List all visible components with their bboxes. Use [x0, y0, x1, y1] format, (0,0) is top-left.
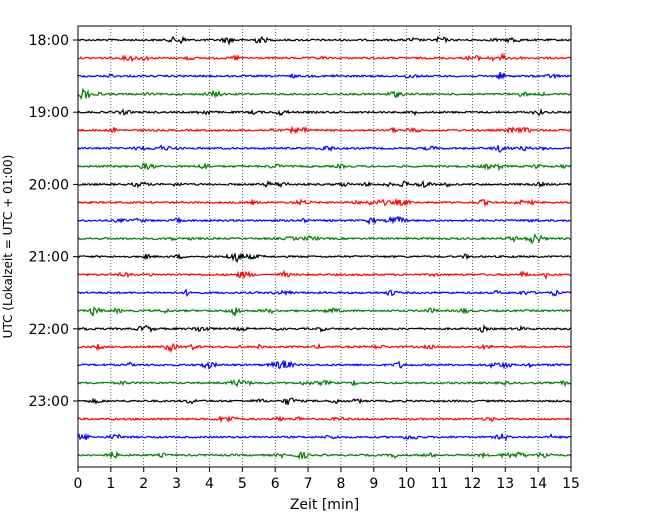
x-tick-label-3: 3: [172, 476, 181, 492]
trace-2200: [77, 323, 572, 333]
x-tick-label-5: 5: [238, 476, 247, 492]
y-tick-label-23:00: 23:00: [29, 394, 69, 410]
trace-2100: [77, 252, 572, 263]
trace-2300: [77, 397, 572, 405]
y-tick-label-18:00: 18:00: [29, 33, 69, 49]
y-axis-ticks: 18:00 19:00 20:00 21:00 22:00 23:00: [29, 33, 78, 410]
trace-1830: [77, 72, 572, 80]
trace-2000: [77, 179, 572, 189]
trace-1930: [77, 144, 572, 153]
x-tick-label-15: 15: [562, 476, 580, 492]
x-tick-label-12: 12: [463, 476, 481, 492]
x-tick-label-14: 14: [529, 476, 547, 492]
seismic-traces: [77, 35, 572, 461]
x-tick-label-4: 4: [205, 476, 214, 492]
trace-1815: [77, 52, 572, 63]
trace-1945: [77, 162, 572, 172]
x-tick-label-9: 9: [369, 476, 378, 492]
trace-2115: [77, 269, 572, 281]
trace-1845: [77, 87, 572, 101]
x-tick-label-6: 6: [271, 476, 280, 492]
trace-2030: [77, 215, 572, 226]
trace-2245: [77, 378, 572, 388]
trace-2230: [77, 359, 572, 370]
trace-2015: [77, 197, 572, 208]
trace-2345: [77, 450, 572, 461]
y-tick-label-22:00: 22:00: [29, 322, 69, 338]
x-tick-label-2: 2: [139, 476, 148, 492]
trace-1800: [77, 35, 572, 47]
plot-frame: [77, 25, 572, 468]
trace-2145: [77, 306, 572, 317]
trace-2315: [77, 414, 572, 424]
x-tick-label-13: 13: [496, 476, 514, 492]
x-tick-label-10: 10: [398, 476, 416, 492]
trace-2130: [77, 288, 572, 298]
x-axis-ticks: 0 1 2 3 4 5 6 7 8 9 10 11 12 13 14 15: [74, 467, 580, 492]
x-tick-label-11: 11: [431, 476, 449, 492]
trace-1915: [77, 125, 572, 135]
y-tick-label-19:00: 19:00: [29, 105, 69, 121]
y-axis-label: UTC (Lokalzeit = UTC + 01:00): [1, 155, 15, 339]
x-tick-label-0: 0: [74, 476, 83, 492]
trace-2330: [77, 432, 572, 442]
y-tick-label-21:00: 21:00: [29, 250, 69, 266]
x-tick-label-8: 8: [336, 476, 345, 492]
trace-1900: [77, 107, 572, 117]
trace-2215: [77, 342, 572, 354]
trace-2045: [77, 233, 572, 245]
x-axis-label: Zeit [min]: [290, 497, 359, 513]
x-tick-label-1: 1: [106, 476, 115, 492]
x-tick-label-7: 7: [304, 476, 313, 492]
y-tick-label-20:00: 20:00: [29, 177, 69, 193]
